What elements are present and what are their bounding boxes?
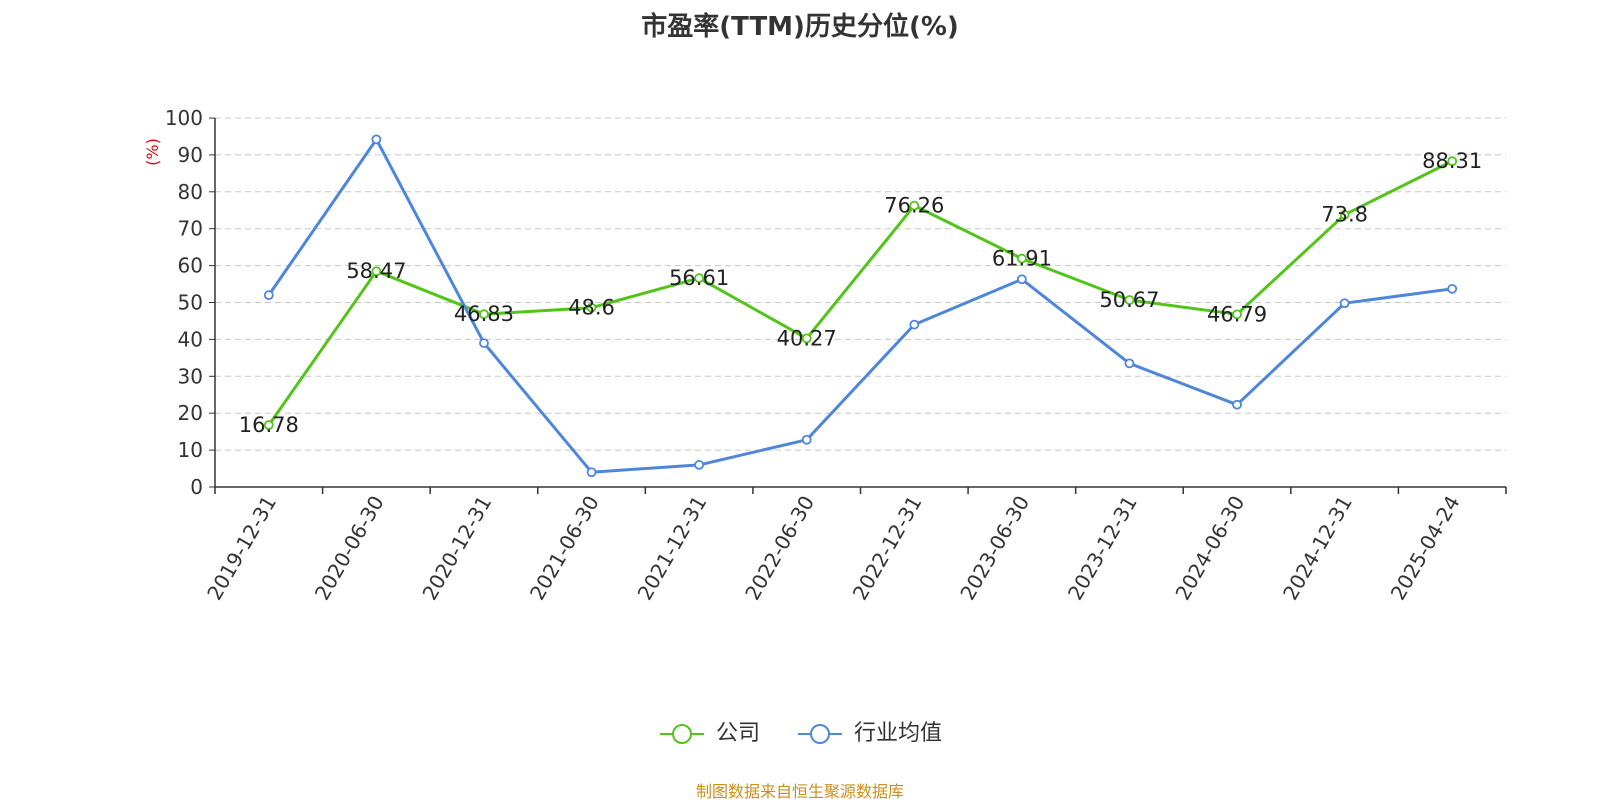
data-point xyxy=(801,434,812,445)
data-point xyxy=(1124,358,1135,369)
y-tick-label: 10 xyxy=(178,438,203,462)
series-line xyxy=(267,137,1453,474)
legend-label: 公司 xyxy=(715,721,760,746)
y-axis-label: (%) xyxy=(143,138,162,166)
data-label: 48.6 xyxy=(568,296,615,320)
series-line xyxy=(267,159,1453,426)
data-source-note: 制图数据来自恒生聚源数据库 xyxy=(695,782,904,801)
y-tick-label: 20 xyxy=(178,401,203,425)
data-label: 88.31 xyxy=(1422,149,1482,173)
data-point xyxy=(909,200,920,211)
data-label: 76.26 xyxy=(884,194,944,218)
legend-marker-icon xyxy=(798,724,842,744)
x-tick-label: 2020-06-30 xyxy=(310,492,389,605)
x-tick-label: 2020-12-31 xyxy=(417,492,496,605)
chart-title: 市盈率(TTM)历史分位(%) xyxy=(641,12,959,42)
data-point xyxy=(1339,209,1350,220)
y-tick-label: 70 xyxy=(178,217,203,241)
data-point xyxy=(1232,399,1242,410)
legend-marker-icon xyxy=(659,724,704,744)
x-tick-label: 2024-12-31 xyxy=(1278,492,1357,605)
data-point xyxy=(694,273,705,284)
grid-lines xyxy=(215,117,1506,451)
x-tick-label: 2019-12-31 xyxy=(202,492,281,605)
x-tick-label: 2024-06-30 xyxy=(1170,492,1249,605)
data-point xyxy=(1232,309,1242,320)
data-point xyxy=(586,467,597,478)
axes: 0 10 20 30 40 50 60 70 80 90 100 2019-12-31 2020-06-… xyxy=(165,106,1507,605)
data-point xyxy=(263,420,274,430)
x-tick-label: 2023-12-31 xyxy=(1063,492,1142,605)
legend-label: 行业均值 xyxy=(854,721,943,746)
x-tick-label: 2022-12-31 xyxy=(848,492,927,605)
data-point xyxy=(586,302,597,313)
data-point xyxy=(479,338,489,348)
data-point xyxy=(479,309,489,320)
legend: 公司 行业均值 xyxy=(0,722,1600,746)
data-point xyxy=(1016,253,1027,264)
data-label: 56.61 xyxy=(669,266,729,290)
legend-item[interactable]: 行业均值 xyxy=(796,722,942,746)
series-layer xyxy=(263,134,1458,478)
data-label: 73.8 xyxy=(1321,203,1368,227)
data-label: 46.79 xyxy=(1207,302,1267,326)
data-label: 46.83 xyxy=(454,302,514,326)
y-tick-label: 100 xyxy=(165,106,203,130)
y-tick-label: 30 xyxy=(178,364,203,388)
data-label: 16.78 xyxy=(239,413,299,437)
data-point xyxy=(1016,274,1027,285)
legend-circle xyxy=(671,724,692,744)
data-point xyxy=(1124,295,1135,305)
data-label: 58.47 xyxy=(346,259,406,283)
x-tick-label: 2021-12-31 xyxy=(633,492,712,605)
data-point xyxy=(1447,283,1458,294)
data-label: 50.67 xyxy=(1099,288,1159,312)
x-tick-label: 2022-06-30 xyxy=(740,492,819,605)
data-point xyxy=(694,459,705,470)
x-tick-label: 2021-06-30 xyxy=(525,492,604,605)
data-point xyxy=(371,266,382,277)
y-tick-label: 60 xyxy=(178,254,203,278)
data-point xyxy=(371,134,382,145)
y-tick-label: 50 xyxy=(178,291,203,315)
data-point xyxy=(263,290,274,301)
legend-circle xyxy=(810,724,830,744)
data-label: 61.91 xyxy=(992,247,1052,271)
data-point xyxy=(1447,156,1458,167)
legend-item[interactable]: 公司 xyxy=(658,722,760,746)
data-point xyxy=(1339,298,1350,309)
data-point xyxy=(801,333,812,344)
x-tick-label: 2025-04-24 xyxy=(1386,492,1465,605)
y-tick-label: 80 xyxy=(178,180,203,204)
y-tick-label: 40 xyxy=(178,327,203,351)
data-labels: 16.78 58.47 46.83 48.6 56.61 40.27 76.26 61.91 5… xyxy=(239,149,1483,437)
data-point xyxy=(909,319,920,330)
y-tick-label: 0 xyxy=(190,475,203,499)
data-label: 40.27 xyxy=(777,326,837,350)
y-tick-label: 90 xyxy=(178,143,203,167)
x-tick-label: 2023-06-30 xyxy=(955,492,1034,605)
